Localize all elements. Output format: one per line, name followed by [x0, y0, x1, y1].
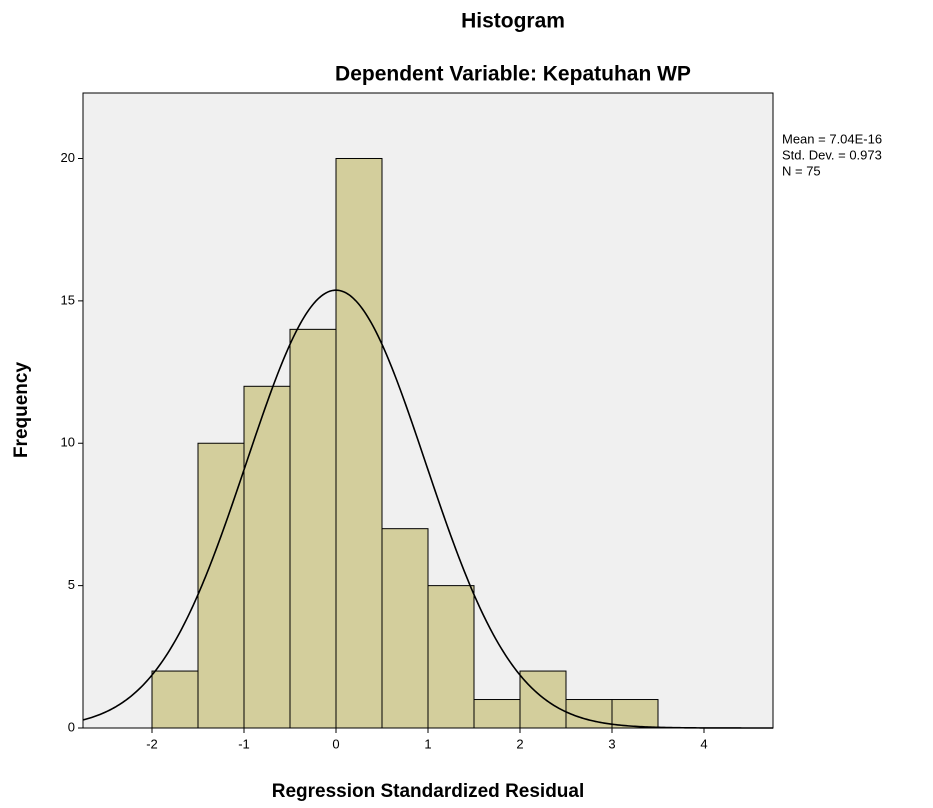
normal-curve: [82, 289, 773, 729]
x-tick-label: 1: [424, 736, 431, 751]
chart-subtitle: Dependent Variable: Kepatuhan WP: [335, 63, 691, 86]
bar: [519, 670, 567, 729]
bar: [381, 528, 429, 729]
bar: [197, 442, 245, 729]
stats-label: Std. Dev. = 0.973: [782, 147, 882, 162]
y-tick-label: 20: [61, 150, 75, 165]
chart-title: Histogram: [461, 10, 565, 33]
x-tick-label: 2: [516, 736, 523, 751]
x-tick-label: -1: [238, 736, 250, 751]
x-tick-label: 0: [332, 736, 339, 751]
y-tick-label: 5: [68, 577, 75, 592]
stats-label: N = 75: [782, 163, 821, 178]
bar: [335, 157, 383, 729]
x-axis-label: Regression Standardized Residual: [272, 781, 585, 802]
bar: [427, 585, 475, 729]
bar: [611, 699, 659, 729]
bar: [151, 670, 199, 729]
y-axis-label: Frequency: [11, 362, 32, 459]
x-tick-label: 4: [700, 736, 707, 751]
stats-label: Mean = 7.04E-16: [782, 131, 882, 146]
bar: [289, 328, 337, 729]
y-tick-label: 10: [61, 435, 75, 450]
bar: [243, 385, 291, 729]
x-tick-label: -2: [146, 736, 158, 751]
x-tick-label: 3: [608, 736, 615, 751]
y-tick-label: 15: [61, 292, 75, 307]
bar: [473, 699, 521, 729]
y-tick-label: 0: [68, 719, 75, 734]
